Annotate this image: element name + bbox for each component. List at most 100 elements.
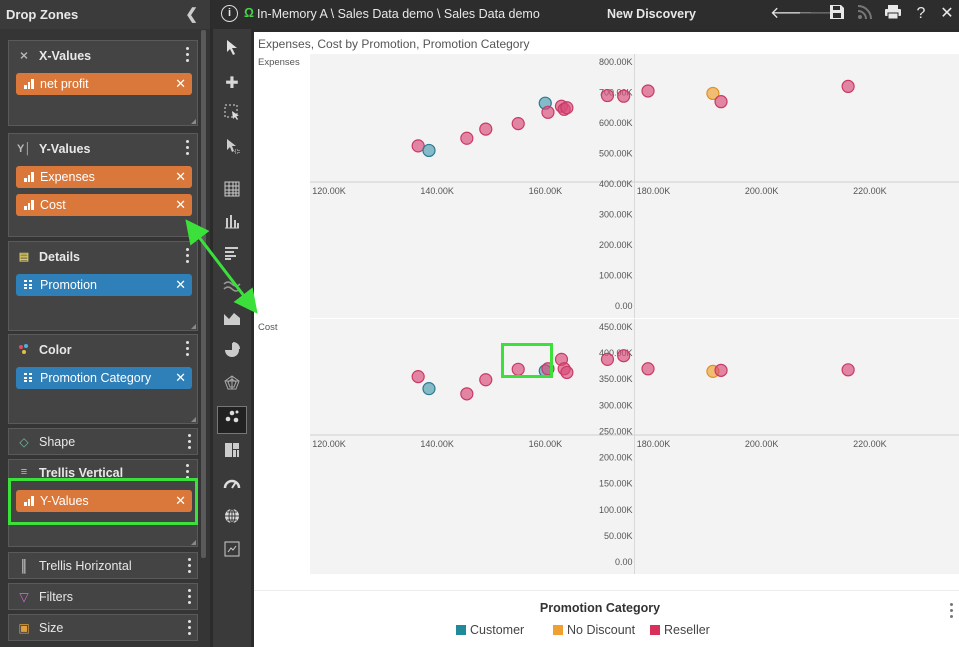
zone-label: Color	[39, 343, 72, 357]
data-point-reseller	[841, 79, 855, 94]
data-point-reseller	[617, 89, 631, 103]
rss-icon[interactable]	[854, 4, 876, 24]
y-tick-label: 300.00K	[599, 400, 633, 410]
legend-item-no-discount[interactable]: No Discount	[553, 623, 635, 637]
highlight-box-cost-label	[501, 343, 553, 378]
save-icon[interactable]	[826, 4, 848, 24]
crosshair-icon[interactable]: ✚	[225, 75, 239, 92]
x-tick-label: 180.00K	[637, 186, 671, 196]
remove-chip-icon[interactable]: ✕	[175, 76, 186, 91]
y-tick-label: 450.00K	[599, 322, 633, 332]
forward-icon[interactable]: 🡒	[798, 5, 841, 22]
x-tick-label: 180.00K	[637, 439, 671, 449]
data-point-reseller	[411, 370, 425, 384]
zone-label: Trellis Horizontal	[39, 559, 132, 573]
bar-chart-icon[interactable]	[217, 243, 247, 271]
y-axis-icon: Y│	[17, 143, 32, 155]
remove-chip-icon[interactable]: ✕	[175, 370, 186, 385]
chip-cost[interactable]: Cost ✕	[16, 194, 192, 216]
chip-promotion-category[interactable]: Promotion Category ✕	[16, 367, 192, 389]
data-point-reseller	[841, 363, 855, 377]
close-icon[interactable]: ✕	[940, 5, 954, 22]
drop-zones-header: Drop Zones ❮	[0, 0, 210, 29]
globe-icon[interactable]	[217, 506, 247, 534]
y-tick-label: 0.00	[615, 557, 633, 567]
zone-trellis-vertical-header: ≡ Trellis Vertical	[9, 460, 197, 490]
highlight-box-y-values	[8, 478, 198, 525]
measure-icon	[24, 172, 36, 182]
x-tick-label: 120.00K	[312, 439, 346, 449]
legend: Promotion Category Customer No Discount …	[254, 590, 959, 647]
zone-details: ▤ Details Promotion ✕	[8, 241, 198, 331]
legend-item-reseller[interactable]: Reseller	[650, 623, 710, 637]
chip-promotion[interactable]: Promotion ✕	[16, 274, 192, 296]
zone-menu-icon[interactable]	[183, 464, 191, 482]
chip-expenses[interactable]: Expenses ✕	[16, 166, 192, 188]
zone-menu-icon[interactable]	[188, 620, 191, 635]
x-tick-label: 200.00K	[745, 439, 779, 449]
pointer-icon[interactable]	[217, 37, 247, 65]
panel-label-cost: Cost	[258, 322, 278, 333]
print-icon[interactable]	[882, 4, 904, 24]
zone-menu-icon[interactable]	[183, 47, 191, 65]
zone-menu-icon[interactable]	[188, 589, 191, 604]
zone-menu-icon[interactable]	[188, 558, 191, 573]
chip-label: Promotion Category	[40, 371, 152, 385]
visualization-toolbar: ✚	[213, 29, 251, 647]
arrow-select-icon[interactable]	[217, 136, 247, 164]
zone-trellis-horizontal[interactable]: ║ Trellis Horizontal	[8, 552, 198, 579]
y-tick-label: 50.00K	[604, 531, 633, 541]
remove-chip-icon[interactable]: ✕	[175, 277, 186, 292]
zone-menu-icon[interactable]	[188, 434, 191, 449]
zone-menu-icon[interactable]	[183, 140, 191, 158]
measure-icon	[24, 200, 36, 210]
custom-visual-icon[interactable]	[217, 539, 247, 567]
area-chart-icon[interactable]	[217, 308, 247, 336]
data-point-reseller	[560, 101, 574, 115]
data-point-reseller	[479, 122, 493, 136]
zone-menu-icon[interactable]	[183, 248, 191, 266]
scatter-chart-icon[interactable]	[217, 406, 247, 434]
remove-chip-icon[interactable]: ✕	[175, 169, 186, 184]
legend-swatch	[553, 625, 563, 635]
color-palette-icon	[17, 343, 31, 357]
remove-chip-icon[interactable]: ✕	[175, 493, 186, 508]
y-tick-label: 150.00K	[599, 479, 633, 489]
data-point-reseller	[460, 131, 474, 145]
line-chart-icon[interactable]	[217, 276, 247, 304]
zone-x-values: ⨯ X-Values net profit ✕	[8, 40, 198, 126]
resize-corner-icon	[191, 324, 196, 329]
drop-zones-scrollbar[interactable]	[201, 30, 206, 558]
chart-title: Expenses, Cost by Promotion, Promotion C…	[258, 37, 530, 51]
info-icon[interactable]: i	[221, 5, 238, 22]
remove-chip-icon[interactable]: ✕	[175, 197, 186, 212]
chip-net-profit[interactable]: net profit ✕	[16, 73, 192, 95]
table-grid-icon[interactable]	[217, 179, 247, 207]
shape-icon: ◇	[19, 435, 29, 449]
zone-filters[interactable]: ▽ Filters	[8, 583, 198, 610]
gauge-icon[interactable]	[217, 473, 247, 501]
treemap-icon[interactable]	[217, 440, 247, 468]
radar-chart-icon[interactable]	[217, 373, 247, 401]
zone-menu-icon[interactable]	[183, 341, 191, 359]
help-icon[interactable]: ?	[916, 5, 926, 22]
legend-item-customer[interactable]: Customer	[456, 623, 524, 637]
y-tick-label: 800.00K	[599, 57, 633, 67]
data-point-reseller	[460, 387, 474, 401]
x-tick-label: 220.00K	[853, 186, 887, 196]
zone-size[interactable]: ▣ Size	[8, 614, 198, 641]
collapse-chevron-icon[interactable]: ❮	[185, 6, 198, 23]
zone-shape[interactable]: ◇ Shape	[8, 428, 198, 455]
zone-y-values-header: Y│ Y-Values	[9, 134, 197, 164]
drop-zones-panel: Drop Zones ❮ ⨯ X-Values net profit ✕ Y│ …	[0, 0, 210, 647]
discovery-title: New Discovery	[607, 7, 696, 21]
chip-y-values[interactable]: Y-Values ✕	[16, 490, 192, 512]
lasso-select-icon[interactable]	[217, 103, 247, 131]
scatter-trellis-chart[interactable]: Expenses 120.00K 140.00K 160.00K 180.00K 200.…	[254, 32, 959, 590]
column-chart-icon[interactable]	[217, 211, 247, 239]
measure-icon	[24, 79, 36, 89]
legend-menu-icon[interactable]	[950, 603, 953, 618]
back-icon[interactable]: 🡐	[770, 5, 813, 22]
pie-chart-icon[interactable]	[217, 340, 247, 368]
